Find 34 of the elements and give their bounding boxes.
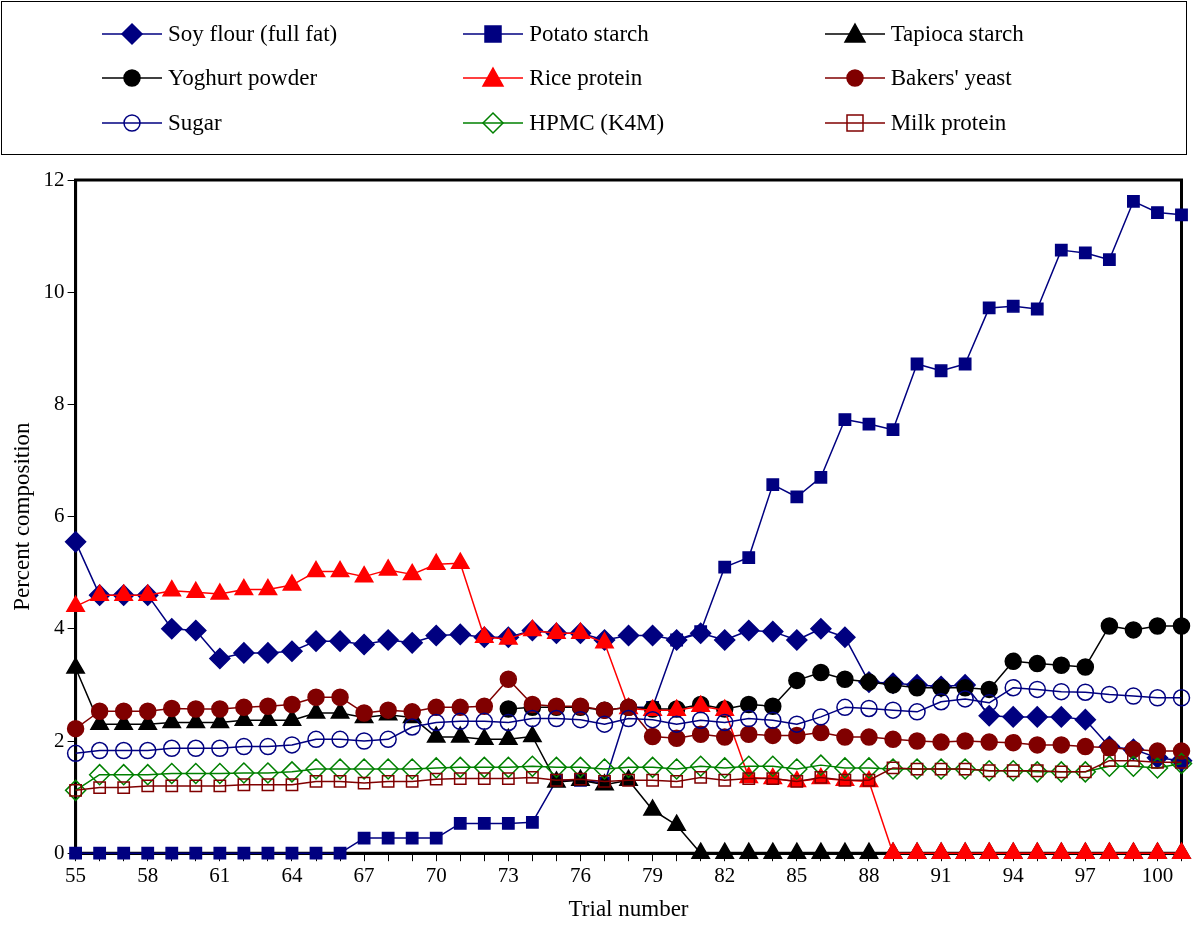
x-tick-label: 61 — [209, 863, 231, 888]
legend-label: Tapioca starch — [890, 20, 1024, 47]
y-tick-label: 6 — [54, 503, 65, 528]
x-tick-label: 82 — [714, 863, 736, 888]
x-tick-label: 88 — [858, 863, 880, 888]
y-axis-title: Percent composition — [8, 421, 34, 611]
y-tick-label: 0 — [54, 839, 65, 864]
x-tick-label: 76 — [569, 863, 591, 888]
x-tick-label: 79 — [642, 863, 664, 888]
x-tick-label: 58 — [137, 863, 159, 888]
legend-label: Rice protein — [529, 65, 643, 91]
legend-label: Yoghurt powder — [168, 65, 318, 91]
legend-label: Soy flour (full fat) — [168, 20, 338, 47]
x-tick-label: 70 — [425, 863, 447, 888]
x-tick-label: 100 — [1141, 863, 1174, 888]
x-tick-label: 94 — [1002, 863, 1025, 888]
x-tick-label: 55 — [65, 863, 87, 888]
x-axis-title: Trial number — [568, 896, 689, 922]
x-tick-label: 73 — [497, 863, 519, 888]
x-tick-label: 64 — [281, 863, 303, 888]
x-tick-label: 91 — [930, 863, 952, 888]
y-tick-label: 2 — [54, 727, 65, 752]
legend-label: Milk protein — [890, 109, 1007, 136]
legend-label: Potato starch — [529, 20, 649, 47]
y-tick-label: 4 — [54, 615, 66, 640]
legend-label: Bakers' yeast — [890, 65, 1012, 91]
y-tick-label: 12 — [43, 166, 65, 191]
legend-label: HPMC (K4M) — [529, 109, 665, 136]
x-tick-label: 97 — [1074, 863, 1096, 888]
x-tick-label: 85 — [786, 863, 808, 888]
legend-label: Sugar — [168, 109, 222, 136]
x-tick-label: 67 — [353, 863, 375, 888]
y-tick-label: 10 — [43, 278, 65, 303]
y-tick-label: 8 — [54, 390, 65, 415]
